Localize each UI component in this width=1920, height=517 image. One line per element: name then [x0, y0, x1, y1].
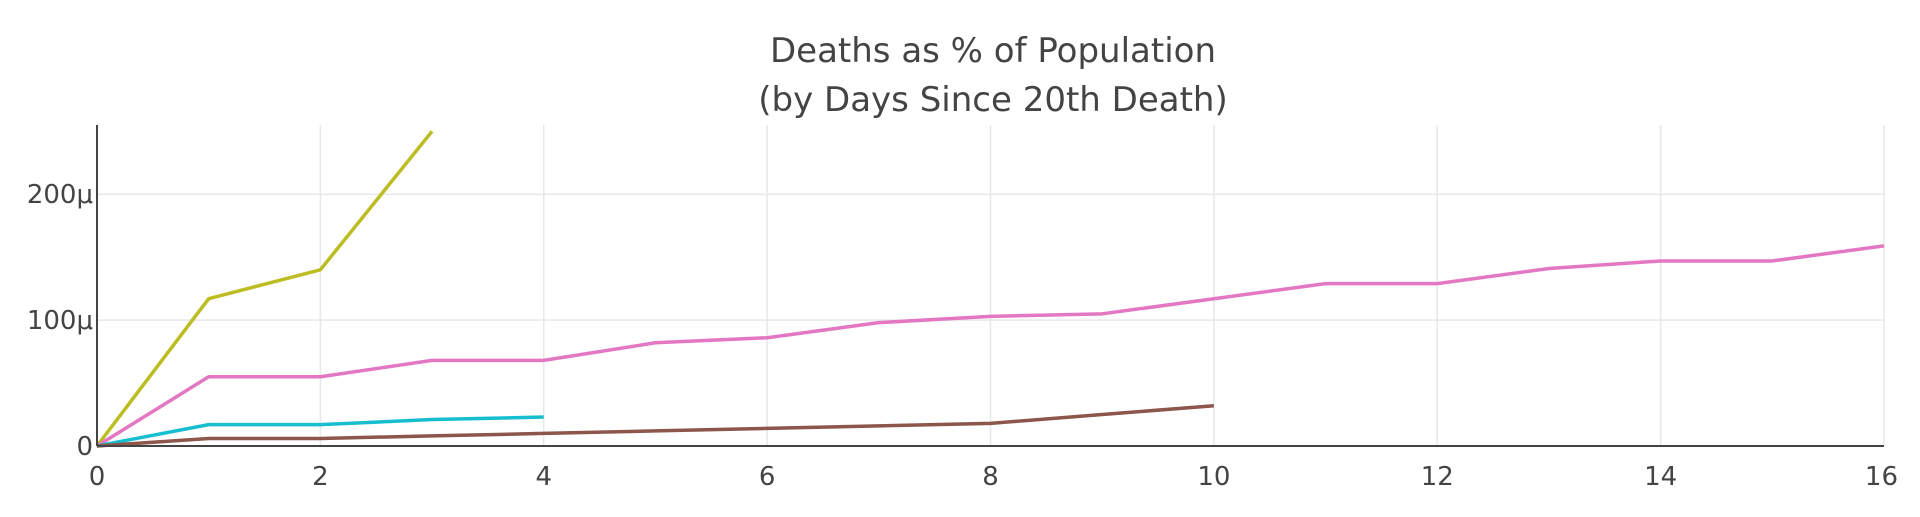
x-tick-label: 4 — [535, 462, 552, 492]
series-line-1 — [95, 130, 434, 448]
axes — [96, 125, 1884, 447]
tick-labels: 0 2 4 6 8 10 12 14 16 0 100μ 200μ — [27, 180, 1898, 492]
grid — [97, 125, 1885, 446]
x-tick-label: 10 — [1197, 462, 1230, 492]
x-tick-label: 8 — [982, 462, 999, 492]
series-line-3 — [96, 415, 544, 448]
x-tick-label: 12 — [1421, 462, 1454, 492]
series-line-2 — [96, 244, 1885, 448]
chart-title: Deaths as % of Population — [770, 31, 1216, 71]
x-tick-label: 6 — [759, 462, 776, 492]
series-lines — [95, 130, 1885, 448]
chart-subtitle: (by Days Since 20th Death) — [758, 80, 1227, 120]
x-tick-label: 0 — [89, 462, 106, 492]
x-tick-label: 16 — [1865, 462, 1898, 492]
x-tick-label: 14 — [1644, 462, 1677, 492]
series-line-4 — [96, 403, 1215, 448]
y-tick-label: 0 — [76, 432, 93, 462]
y-tick-label: 100μ — [27, 306, 93, 336]
x-tick-label: 2 — [312, 462, 329, 492]
y-tick-label: 200μ — [27, 180, 93, 210]
